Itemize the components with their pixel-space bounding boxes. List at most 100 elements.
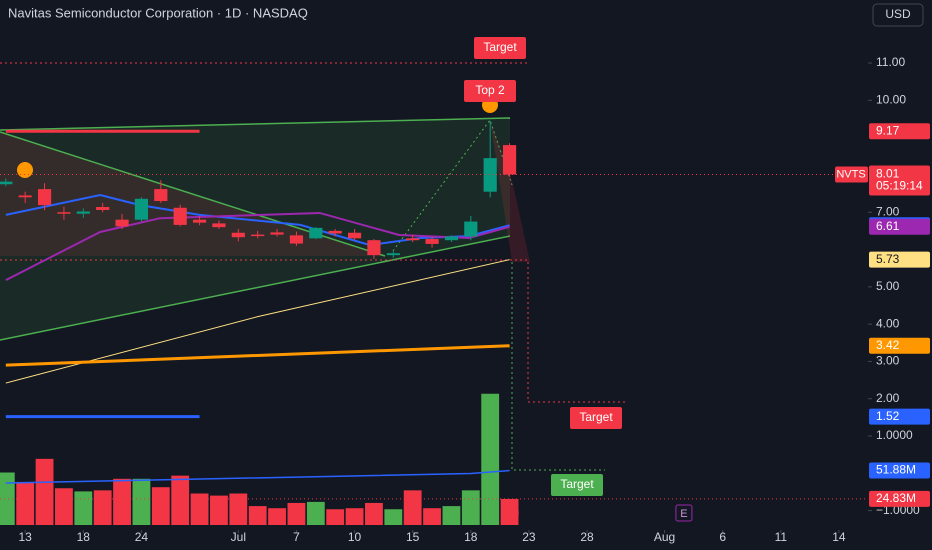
candle-body	[367, 240, 381, 256]
candle-body	[289, 235, 304, 244]
x-tick-label: 28	[580, 530, 594, 544]
annotation: Target	[579, 410, 613, 424]
volume-bar	[461, 490, 480, 525]
volume-bar	[74, 491, 93, 525]
x-tick-label: 18	[77, 530, 91, 544]
volume-bar	[423, 508, 441, 525]
y-tick-label: 5.00	[876, 279, 900, 293]
scale-label: 9.17	[876, 123, 900, 137]
dotted-path	[389, 118, 513, 256]
title: Navitas Semiconductor Corporation · 1D ·…	[8, 5, 308, 20]
annotation: Target	[560, 477, 594, 491]
x-tick-label: 23	[522, 530, 536, 544]
volume-bar	[171, 475, 190, 525]
drawings	[0, 62, 625, 522]
x-tick-label: Aug	[654, 530, 675, 544]
annotation-box	[551, 474, 603, 496]
currency[interactable]: USD	[885, 7, 911, 21]
candle-body	[444, 236, 459, 241]
candle-body	[37, 189, 52, 206]
candle-body	[251, 234, 265, 237]
candle-body	[464, 221, 478, 237]
candle-body	[231, 232, 245, 238]
x-tick-label: 7	[293, 530, 300, 544]
volume-bar	[210, 495, 228, 525]
symbol: NVTS	[836, 168, 865, 180]
volume-bar	[229, 493, 248, 525]
volume-bar	[442, 506, 461, 525]
candle-body	[96, 207, 110, 210]
target-path	[511, 262, 605, 471]
trend-line	[0, 117, 511, 131]
volume-bar	[365, 502, 383, 525]
volume-bar	[287, 502, 306, 525]
volume-bar	[481, 393, 500, 525]
scale-label: 3.42	[876, 338, 900, 352]
y-tick-label: 11.00	[876, 55, 905, 69]
x-tick-label: 10	[348, 530, 362, 544]
candle-body	[425, 239, 439, 244]
scale-label-box	[869, 123, 930, 140]
overlay-line	[5, 344, 510, 367]
candle-body	[386, 253, 400, 256]
candle-body	[328, 230, 342, 234]
y-tick-label: 4.00	[876, 316, 900, 330]
volume-bar	[500, 498, 519, 525]
volume-bar	[248, 506, 267, 525]
target-path	[527, 262, 625, 403]
annotation-box	[570, 407, 622, 429]
x-tick-label: Jul	[231, 530, 246, 544]
currency-button[interactable]	[872, 3, 924, 27]
candle-body	[347, 232, 362, 239]
x-tick-label: 24	[135, 530, 149, 544]
countdown: 05:19:14	[876, 179, 923, 193]
candle-body	[154, 189, 168, 202]
candle-body	[18, 195, 32, 198]
candle-body	[212, 223, 226, 228]
x-tick-label: 14	[832, 530, 846, 544]
candle-body	[173, 207, 187, 225]
volume-bar	[190, 493, 209, 525]
scale-label-box	[869, 490, 930, 507]
volume-bar	[151, 487, 170, 525]
volume-bar	[403, 490, 422, 525]
target-fill	[490, 120, 530, 262]
volume-bar	[16, 481, 35, 525]
volume-bar	[113, 478, 131, 525]
candle-body	[483, 158, 497, 192]
x-tick-label: 18	[464, 530, 478, 544]
marker	[17, 162, 33, 178]
scale-label: 6.61	[876, 219, 900, 233]
volume-bar	[132, 478, 151, 525]
candle-body	[115, 219, 129, 227]
candle-body	[406, 238, 420, 241]
scale-label-box	[869, 218, 930, 235]
symbol-box	[835, 166, 868, 183]
candle-body	[76, 211, 90, 214]
candle-body	[0, 181, 13, 185]
scale-label: 5.73	[876, 252, 900, 266]
scale-label-box	[869, 337, 930, 354]
y-tick-label: 7.00	[876, 204, 900, 218]
price-label-box	[869, 165, 930, 196]
volume-bar	[345, 508, 364, 525]
annotation-box	[474, 37, 526, 59]
scale-label: 1.52	[876, 409, 900, 423]
candle-body	[57, 212, 71, 214]
y-tick-label: 3.00	[876, 354, 900, 368]
x-tick-label: 11	[775, 530, 788, 544]
earnings-box	[675, 504, 693, 522]
y-tick-label: 2.00	[876, 391, 900, 405]
y-tick-label: 10.00	[876, 93, 906, 107]
candle-body	[192, 219, 207, 223]
volume-bar	[268, 508, 286, 525]
price-label: 8.01	[876, 167, 900, 181]
scale-label: 24.83M	[876, 491, 916, 505]
x-tick-label: 13	[19, 530, 33, 544]
volume-bar	[326, 509, 345, 525]
earnings-label: E	[680, 508, 687, 520]
volume-ma	[5, 469, 510, 484]
annotation: Target	[483, 40, 517, 54]
